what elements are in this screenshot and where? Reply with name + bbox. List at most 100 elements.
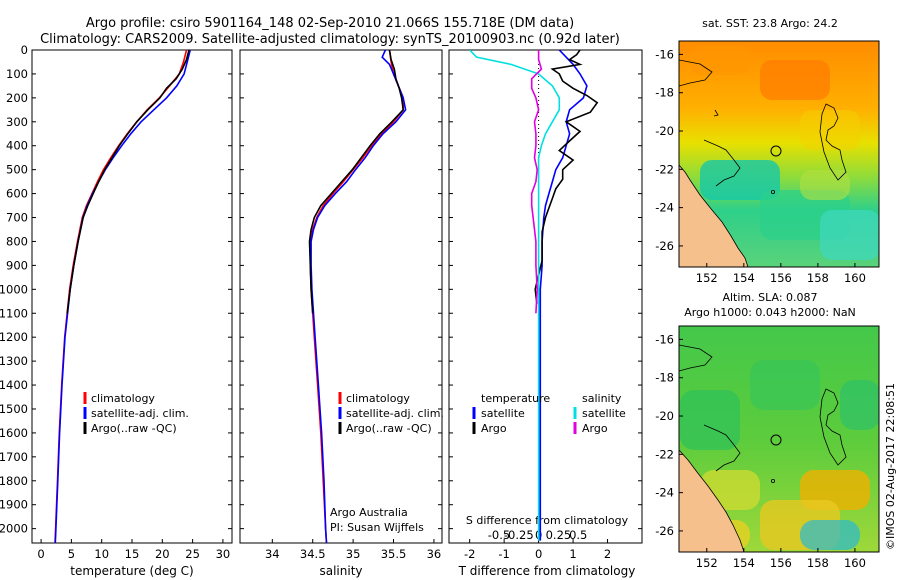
depth-tick-label: 0 bbox=[21, 43, 28, 57]
sla-patch bbox=[800, 520, 860, 550]
difference-tick-label: -1 bbox=[498, 547, 509, 561]
temperature-line-climatology bbox=[54, 50, 188, 543]
map-lon-label: 154 bbox=[733, 271, 755, 285]
difference-series bbox=[469, 50, 599, 541]
salinity-tick-label: 34.5 bbox=[300, 547, 326, 561]
legend-t-argo: Argo bbox=[481, 422, 507, 435]
sst-patch bbox=[700, 160, 780, 200]
temperature-tick-label: 15 bbox=[125, 547, 140, 561]
temperature-x-ticks: 0 5 10 15 20 25 30 bbox=[37, 539, 230, 561]
legend-argo: Argo(..raw -QC) bbox=[346, 422, 432, 435]
difference-tick-label: -2 bbox=[464, 547, 475, 561]
depth-ticks bbox=[32, 49, 642, 530]
difference-line-salinity-satellite bbox=[469, 50, 561, 541]
depth-tick-label: 1600 bbox=[0, 426, 28, 440]
s-difference-tick-label: 0.5 bbox=[569, 528, 587, 542]
temperature-panel-frame bbox=[31, 49, 233, 544]
map-lat-label: -20 bbox=[655, 409, 674, 423]
map-lon-label: 158 bbox=[807, 271, 829, 285]
map-lat-label: -18 bbox=[655, 371, 674, 385]
figure-title: Argo profile: csiro 5901164_148 02-Sep-2… bbox=[86, 16, 574, 31]
contour-line bbox=[703, 139, 741, 187]
depth-tick-label: 800 bbox=[6, 234, 28, 248]
map-lat-label: -20 bbox=[655, 124, 674, 138]
land-australia bbox=[679, 449, 745, 552]
depth-tick-label: 1200 bbox=[0, 330, 28, 344]
pi-label: PI: Susan Wijffels bbox=[330, 521, 424, 534]
legend-t-satellite: satellite bbox=[481, 407, 525, 420]
contour-line bbox=[713, 109, 719, 117]
temperature-legend: climatology satellite-adj. clim. Argo(..… bbox=[83, 392, 189, 435]
map-lon-label: 156 bbox=[770, 271, 792, 285]
depth-tick-label: 2000 bbox=[0, 522, 28, 536]
difference-line-temperature-argo bbox=[534, 50, 599, 304]
legend-satellite: satellite-adj. clim. bbox=[346, 407, 444, 420]
sla-map-ticks: 152 154 156 158 160 -16 -18 -20 -22 -24 -26 bbox=[655, 332, 866, 570]
salinity-difference-ticks: -0.5-0.25 0 0.250.5 bbox=[488, 528, 588, 542]
depth-tick-label: 900 bbox=[6, 258, 28, 272]
salinity-panel-frame bbox=[239, 49, 443, 544]
map-lat-label: -26 bbox=[655, 239, 674, 253]
salinity-tick-label: 35 bbox=[346, 547, 361, 561]
contour-line bbox=[679, 59, 713, 87]
map-lat-label: -18 bbox=[655, 86, 674, 100]
depth-tick-label: 1900 bbox=[0, 498, 28, 512]
salinity-x-ticks: 34 34.5 35 35.5 36 bbox=[265, 539, 441, 561]
sst-patch bbox=[690, 45, 750, 75]
legend-argo: Argo(..raw -QC) bbox=[91, 422, 177, 435]
depth-tick-label: 400 bbox=[6, 139, 28, 153]
depth-tick-label: 300 bbox=[6, 115, 28, 129]
contour-line bbox=[679, 344, 713, 372]
sst-patch bbox=[760, 60, 830, 100]
depth-tick-label: 1000 bbox=[0, 282, 28, 296]
s-difference-tick-label: -0.5 bbox=[488, 528, 510, 542]
s-difference-label: S difference from climatology bbox=[466, 514, 629, 527]
salinity-line-argo-raw-qc- bbox=[308, 50, 405, 314]
imos-watermark: ©IMOS 02-Aug-2017 22:08:51 bbox=[884, 383, 897, 550]
sla-patch bbox=[840, 380, 879, 430]
temperature-x-label: temperature (deg C) bbox=[70, 564, 193, 578]
temperature-line-argo-raw-qc- bbox=[66, 50, 190, 314]
temperature-tick-label: 30 bbox=[216, 547, 231, 561]
map-lon-label: 152 bbox=[696, 556, 718, 570]
depth-axis: 0 100 200 300 400 500 600 700 800 900 1000 1100 1200… bbox=[0, 43, 28, 536]
depth-tick-label: 1500 bbox=[0, 402, 28, 416]
map-lat-label: -16 bbox=[655, 47, 674, 61]
map-lon-label: 160 bbox=[844, 556, 866, 570]
depth-tick-label: 1700 bbox=[0, 450, 28, 464]
temperature-tick-label: 5 bbox=[68, 547, 75, 561]
legend-temperature-title: temperature bbox=[481, 392, 550, 405]
depth-tick-label: 600 bbox=[6, 187, 28, 201]
land-australia bbox=[679, 164, 749, 267]
difference-tick-label: 0 bbox=[535, 547, 542, 561]
data-source-label: Argo Australia bbox=[330, 506, 408, 519]
legend-climatology: climatology bbox=[346, 392, 410, 405]
legend-satellite: satellite-adj. clim. bbox=[91, 407, 189, 420]
temperature-series bbox=[54, 50, 191, 543]
contour-reef bbox=[819, 388, 847, 466]
contour-reef bbox=[819, 103, 847, 181]
sla-map-subtitle: Argo h1000: 0.043 h2000: NaN bbox=[684, 306, 856, 319]
map-lat-label: -24 bbox=[655, 201, 674, 215]
map-lat-label: -16 bbox=[655, 332, 674, 346]
difference-panel-frame bbox=[448, 49, 643, 544]
sst-map-frame bbox=[678, 40, 880, 268]
argo-position-marker bbox=[770, 434, 782, 446]
map-lon-label: 158 bbox=[807, 556, 829, 570]
salinity-tick-label: 35.5 bbox=[381, 547, 407, 561]
argo-position-marker bbox=[770, 145, 782, 157]
legend-salinity-title: salinity bbox=[582, 392, 622, 405]
difference-line-salinity-argo bbox=[530, 50, 543, 314]
sst-patch bbox=[800, 110, 860, 150]
map-lon-label: 154 bbox=[733, 556, 755, 570]
map-lon-label: 160 bbox=[844, 271, 866, 285]
sst-map-ticks: 152 154 156 158 160 -16 -18 -20 -22 -24 -26 bbox=[655, 47, 866, 285]
temperature-tick-label: 10 bbox=[94, 547, 109, 561]
temperature-tick-label: 25 bbox=[185, 547, 200, 561]
sst-patch bbox=[800, 170, 850, 200]
contour-line bbox=[703, 424, 741, 472]
depth-tick-label: 1400 bbox=[0, 378, 28, 392]
depth-tick-label: 100 bbox=[6, 67, 28, 81]
sst-patch bbox=[820, 210, 879, 260]
